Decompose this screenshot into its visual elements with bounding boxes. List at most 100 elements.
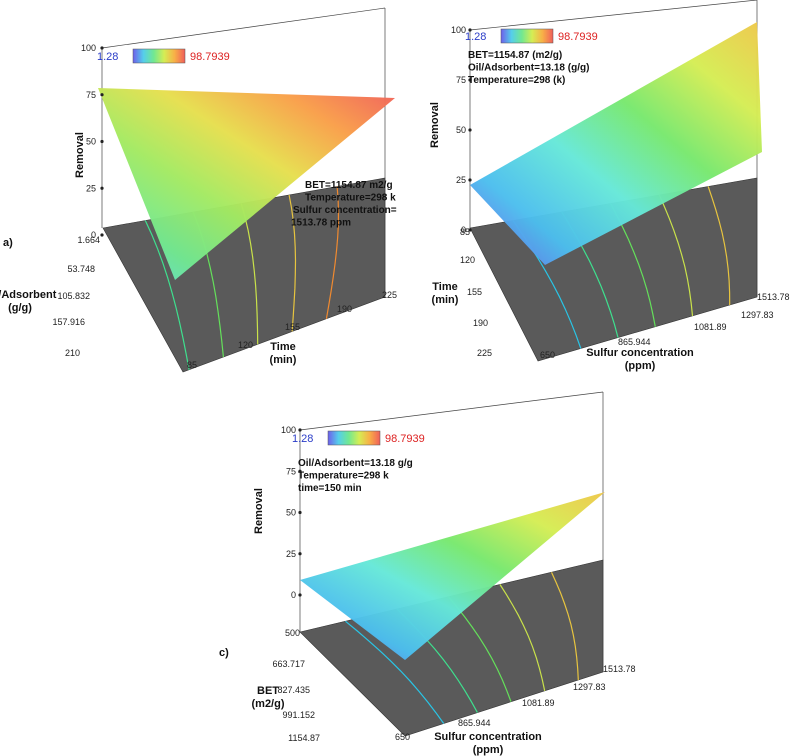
y-axis-label: (m2/g) — [252, 698, 285, 710]
z-tick-mark — [468, 78, 472, 82]
condition-annotation: Temperature=298 (k) — [468, 75, 565, 86]
x-tick-label: 650 — [540, 350, 555, 360]
panel-label: c) — [219, 647, 229, 659]
x-tick-label: 225 — [382, 290, 397, 300]
panel-1: 0 25 50 75 100 Removal 1.28 98.7939 BET=1154.87 … — [0, 7, 397, 373]
y-axis-label: Time — [432, 281, 457, 293]
y-tick-label: 500 — [285, 628, 300, 638]
legend-max: 98.7939 — [190, 51, 230, 63]
y-axis-label: BET — [257, 685, 279, 697]
y-tick-label: 991.152 — [282, 710, 315, 720]
z-tick-mark — [100, 186, 104, 190]
y-axis-label: (min) — [432, 294, 459, 306]
z-tick-label: 50 — [286, 508, 296, 518]
z-tick-label: 25 — [286, 549, 296, 559]
z-axis-label: Removal — [429, 102, 441, 148]
contour-line — [240, 203, 259, 345]
z-tick-mark — [468, 28, 472, 32]
x-tick-label: 865.944 — [458, 718, 491, 728]
y-axis-label: (g/g) — [8, 302, 32, 314]
x-tick-label: 650 — [395, 732, 410, 742]
legend-max: 98.7939 — [385, 433, 425, 445]
z-tick-mark — [100, 93, 104, 97]
condition-annotation: time=150 min — [298, 483, 362, 494]
x-tick-label: 1297.83 — [741, 310, 774, 320]
z-tick-label: 25 — [86, 183, 96, 193]
x-tick-label: 155 — [285, 322, 300, 332]
condition-annotation: 1513.78 ppm — [291, 218, 351, 229]
color-scale-bar — [132, 48, 186, 64]
x-axis-label: (ppm) — [625, 360, 656, 372]
condition-annotation: Sulfur concentration= — [293, 205, 397, 216]
z-tick-label: 50 — [86, 137, 96, 147]
z-tick-mark — [298, 510, 302, 515]
top-back-edge — [469, 0, 758, 31]
condition-annotation: Oil/Adsorbent=13.18 (g/g) — [468, 63, 589, 74]
z-tick-label: 100 — [81, 43, 96, 53]
y-tick-label: 85 — [460, 227, 470, 237]
z-tick-label: 75 — [86, 90, 96, 100]
y-tick-label: 1154.87 — [288, 733, 320, 743]
frame-box — [299, 391, 604, 672]
x-axis-label: (ppm) — [473, 744, 504, 756]
condition-annotation: Oil/Adsorbent=13.18 g/g — [298, 458, 413, 469]
frame-box — [101, 7, 386, 297]
y-tick-label: 827.435 — [277, 685, 310, 695]
z-tick-mark — [298, 593, 302, 597]
contour-line — [448, 596, 512, 702]
z-tick-label: 25 — [456, 175, 466, 185]
legend-min: 1.28 — [292, 433, 313, 445]
z-axis-label: Removal — [253, 488, 265, 534]
z-tick-mark — [468, 178, 472, 182]
z-tick-mark — [468, 128, 472, 132]
y-tick-label: 105.832 — [57, 291, 90, 301]
panel-2: 0 25 50 75 100 Removal 1.28 98.7939 BET=1154.87 … — [429, 0, 790, 372]
contour-line — [325, 186, 340, 319]
z-tick-label: 100 — [281, 425, 296, 435]
condition-annotation: BET=1154.87 (m2/g) — [468, 50, 562, 61]
contour-line — [550, 571, 579, 681]
z-tick-mark — [298, 552, 302, 556]
legend-min: 1.28 — [465, 31, 486, 43]
x-axis-label: (min) — [270, 354, 297, 366]
y-tick-label: 120 — [460, 255, 475, 265]
condition-annotation: Temperature=298 k — [305, 193, 396, 204]
z-tick-mark — [100, 46, 104, 50]
z-tick-label: 75 — [456, 75, 466, 85]
condition-annotation: Temperature=298 k — [298, 471, 389, 482]
contour-line — [707, 186, 731, 306]
color-scale-bar — [500, 28, 554, 44]
y-tick-label: 663.717 — [272, 659, 305, 669]
y-tick-label: 225 — [477, 348, 492, 358]
z-tick-label: 0 — [291, 590, 296, 600]
contour-line — [288, 194, 297, 332]
legend-min: 1.28 — [97, 51, 118, 63]
x-axis-label: Time — [270, 341, 295, 353]
y-tick-label: 157.916 — [52, 317, 85, 327]
z-tick-mark — [100, 233, 104, 237]
x-tick-label: 1513.78 — [603, 664, 636, 674]
z-tick-mark — [468, 228, 472, 232]
y-tick-label: 190 — [473, 318, 488, 328]
x-axis-label: Sulfur concentration — [586, 347, 694, 359]
z-tick-label: 50 — [456, 125, 466, 135]
z-tick-mark — [298, 469, 302, 473]
z-axis-label: Removal — [74, 132, 86, 178]
x-tick-label: 1081.89 — [522, 698, 555, 708]
z-tick-label: 0 — [461, 225, 466, 235]
x-axis-label: Sulfur concentration — [434, 731, 542, 743]
y-tick-label: 155 — [467, 287, 482, 297]
y-tick-label: 1.664 — [77, 235, 100, 245]
top-back-edge — [101, 7, 386, 49]
panel-3: 0 25 50 75 100 Removal 1.28 98.7939 Oil/Adsorben… — [219, 391, 636, 756]
contour-line — [658, 194, 694, 316]
condition-annotation: BET=1154.87 m2/g — [305, 180, 393, 191]
y-tick-label: 53.748 — [67, 264, 95, 274]
y-tick-label: 210 — [65, 348, 80, 358]
response-surface — [470, 22, 762, 265]
response-surface — [300, 492, 605, 660]
z-tick-label: 75 — [286, 466, 296, 476]
z-tick-mark — [100, 139, 104, 144]
top-back-edge — [299, 391, 604, 431]
